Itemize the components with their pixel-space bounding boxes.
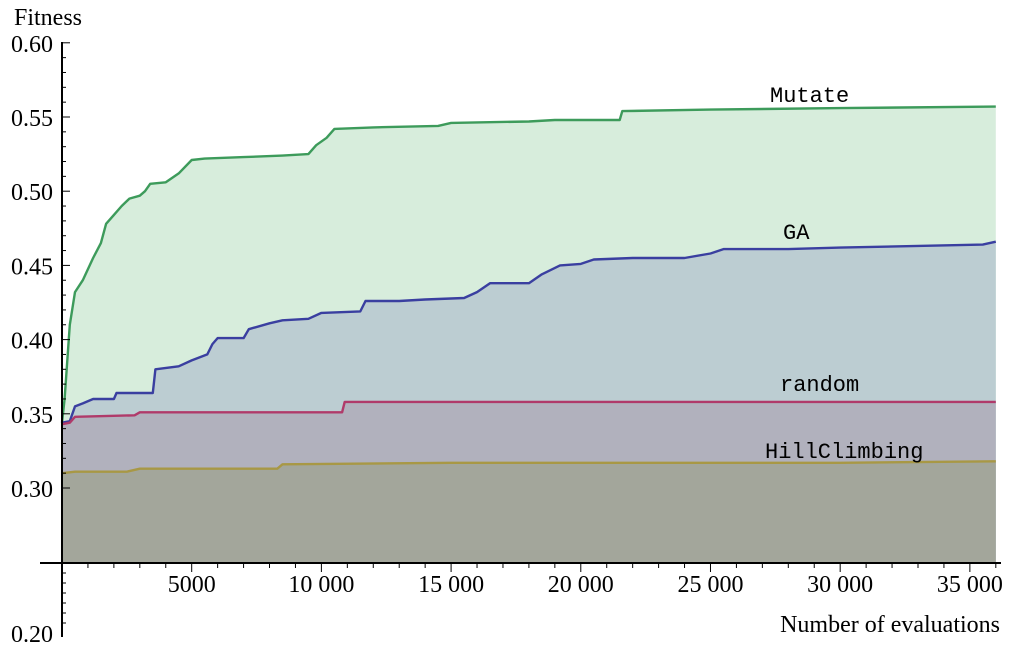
x-tick-label: 30 000 bbox=[807, 572, 873, 598]
series-label-hillclimbing: HillClimbing bbox=[765, 440, 923, 465]
series-label-mutate: Mutate bbox=[770, 84, 849, 109]
x-tick-label: 15 000 bbox=[418, 572, 484, 598]
y-tick-label: 0.50 bbox=[11, 180, 53, 206]
y-tick-label: 0.35 bbox=[11, 403, 53, 429]
series-fills bbox=[62, 106, 996, 563]
x-axis-title: Number of evaluations bbox=[780, 612, 1000, 638]
y-tick-label: 0.45 bbox=[11, 254, 53, 280]
x-tick-label: 20 000 bbox=[548, 572, 614, 598]
y-tick-label: 0.40 bbox=[11, 329, 53, 355]
y-tick-label: 0.55 bbox=[11, 106, 53, 132]
x-tick-label: 25 000 bbox=[677, 572, 743, 598]
series-lines bbox=[60, 105, 997, 475]
y-tick-label: 0.60 bbox=[11, 32, 53, 58]
x-tick-label: 35 000 bbox=[937, 572, 1003, 598]
ticks: 0.20 0.30 0.35 0.40 0.45 0.50 0.55 0.60 5000 10 0… bbox=[11, 32, 1003, 648]
series-line-random bbox=[61, 400, 996, 426]
y-tick-label: 0.20 bbox=[11, 622, 53, 648]
series-line-ga bbox=[61, 240, 997, 424]
series-label-ga: GA bbox=[783, 221, 810, 246]
series-labels: Mutate GA random HillClimbing bbox=[765, 84, 923, 465]
x-tick-label: 10 000 bbox=[288, 572, 354, 598]
area-fill-hillclimbing bbox=[62, 461, 996, 563]
y-axis-title: Fitness bbox=[14, 5, 82, 31]
series-line-hillclimbing bbox=[61, 460, 996, 475]
series-label-random: random bbox=[780, 373, 859, 398]
x-tick-label: 5000 bbox=[168, 572, 216, 598]
series-line-mutate bbox=[60, 105, 996, 423]
y-tick-label: 0.30 bbox=[11, 477, 53, 503]
